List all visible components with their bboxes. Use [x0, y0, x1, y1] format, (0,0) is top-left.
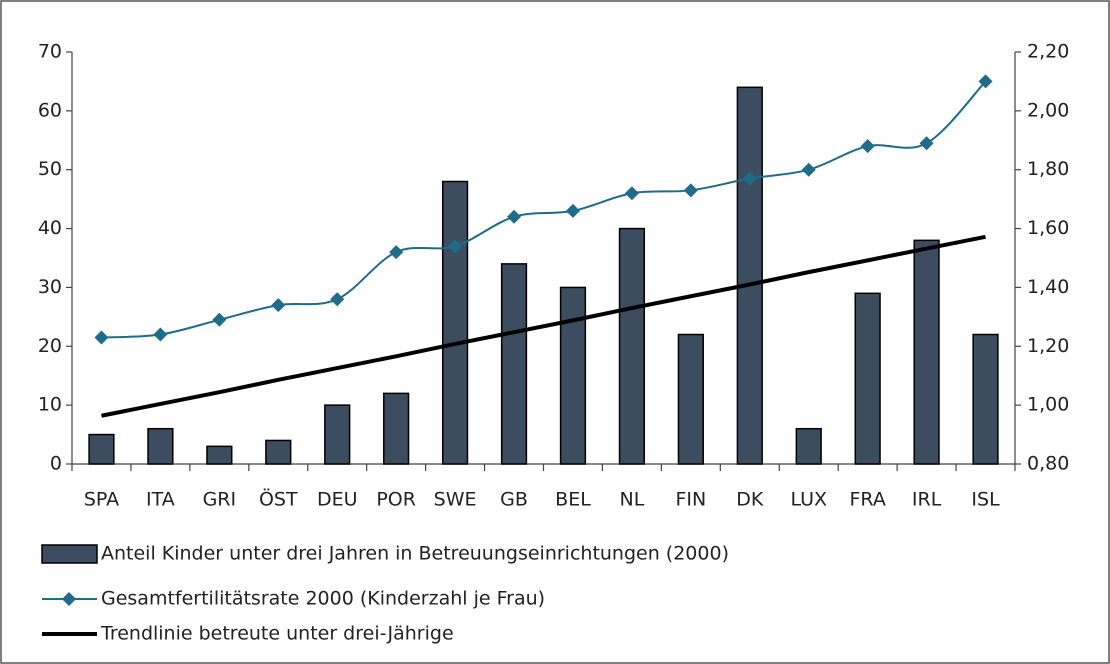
bar — [88, 433, 115, 465]
marker — [860, 139, 875, 154]
y2-tick-label: 2,20 — [1027, 41, 1069, 63]
bar — [854, 292, 881, 465]
y-tick-label: 0 — [50, 453, 62, 475]
marker — [389, 245, 404, 260]
x-tick-label: GB — [500, 489, 528, 511]
x-tick-label: SPA — [84, 489, 119, 511]
bar — [147, 427, 174, 465]
x-tick-label: FRA — [849, 489, 885, 511]
y-tick-label: 70 — [38, 41, 62, 63]
x-tick-label: DK — [736, 489, 764, 511]
marker — [271, 298, 286, 313]
legend-swatch — [41, 544, 98, 564]
x-tick-label: ÖST — [259, 488, 298, 511]
marker — [330, 292, 345, 307]
x-tick-label: LUX — [790, 489, 827, 511]
bar — [265, 439, 292, 465]
x-tick-label: DEU — [317, 489, 358, 511]
legend-label: Gesamtfertilitätsrate 2000 (Kinderzahl j… — [101, 588, 545, 610]
x-tick-label: SWE — [434, 489, 477, 511]
x-tick-label: ITA — [146, 489, 175, 511]
marker — [448, 239, 463, 254]
x-tick-label: NL — [620, 489, 645, 511]
bar — [383, 392, 410, 465]
bar — [618, 227, 646, 465]
y2-tick-label: 1,00 — [1027, 394, 1069, 416]
y2-tick-label: 1,40 — [1027, 276, 1069, 298]
marker — [624, 186, 639, 201]
trend-line — [101, 234, 986, 418]
marker — [94, 330, 109, 345]
legend-label: Trendlinie betreute unter drei-Jährige — [100, 623, 454, 645]
y-tick-label: 60 — [38, 99, 62, 121]
bar — [677, 333, 704, 465]
y-tick-label: 10 — [38, 394, 62, 416]
marker — [683, 183, 698, 198]
x-tick-label: FIN — [675, 489, 706, 511]
marker — [919, 136, 934, 151]
y2-tick-label: 0,80 — [1027, 453, 1069, 475]
bar — [736, 86, 763, 465]
legend-marker — [62, 592, 76, 606]
marker — [153, 327, 168, 342]
y2-tick-label: 1,80 — [1027, 158, 1069, 180]
marker — [801, 162, 816, 177]
bar — [324, 404, 351, 465]
y-tick-label: 20 — [38, 335, 62, 357]
x-tick-label: POR — [376, 489, 416, 511]
y-tick-label: 50 — [38, 158, 62, 180]
bar — [500, 263, 528, 465]
x-tick-label: GRI — [203, 489, 237, 511]
bar — [559, 286, 587, 465]
y-tick-label: 40 — [38, 217, 62, 239]
x-tick-label: IRL — [912, 489, 942, 511]
y2-tick-label: 1,20 — [1027, 335, 1069, 357]
x-tick-label: ISL — [971, 489, 1000, 511]
line — [101, 80, 987, 339]
y-tick-label: 30 — [38, 276, 62, 298]
marker — [565, 203, 580, 218]
legend-label: Anteil Kinder unter drei Jahren in Betre… — [101, 543, 729, 565]
marker — [978, 74, 993, 89]
y2-tick-label: 1,60 — [1027, 217, 1069, 239]
marker — [742, 171, 757, 186]
x-tick-label: BEL — [555, 489, 591, 511]
bar — [441, 180, 469, 465]
marker — [507, 209, 522, 224]
bar — [972, 333, 999, 465]
y2-tick-label: 2,00 — [1027, 99, 1069, 121]
bar — [206, 445, 233, 465]
bar — [795, 427, 822, 465]
marker — [212, 312, 227, 327]
bar — [913, 239, 940, 465]
